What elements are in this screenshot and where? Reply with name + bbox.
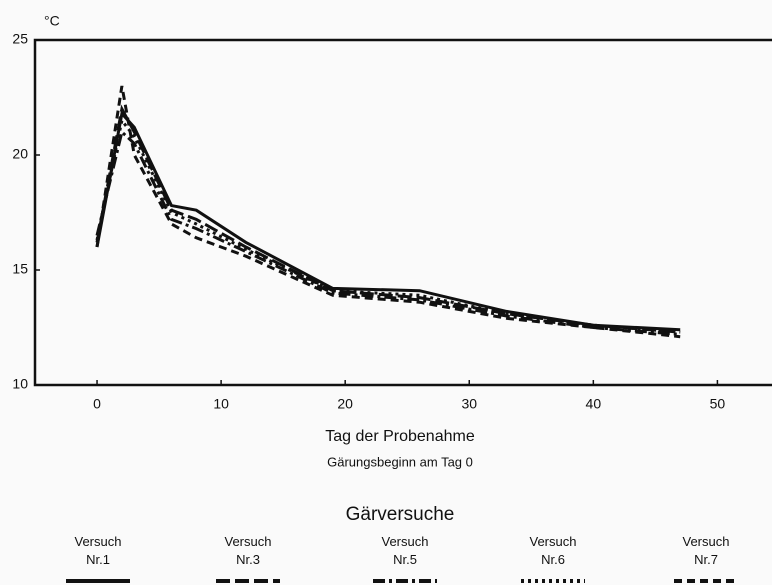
series-line	[95, 129, 681, 336]
series-line	[95, 110, 681, 332]
x-tick-label: 0	[93, 396, 101, 412]
x-tick-label: 10	[213, 396, 229, 412]
y-tick-label: 20	[12, 146, 28, 162]
legend-label: Versuch Nr.6	[529, 534, 577, 567]
y-tick-label: 10	[12, 376, 28, 392]
legend-title: Gärversuche	[346, 504, 455, 525]
x-tick-label: 50	[710, 396, 726, 412]
legend-label: Versuch Nr.7	[682, 534, 730, 567]
series-line	[95, 116, 681, 334]
x-axis-label: Tag der Probenahme	[325, 428, 475, 445]
y-axis-label: °C	[44, 13, 60, 29]
legend-label: Versuch Nr.1	[74, 534, 122, 567]
x-tick-label: 40	[586, 396, 602, 412]
y-tick-label: 25	[12, 31, 28, 47]
x-tick-label: 30	[461, 396, 477, 412]
legend-label: Versuch Nr.5	[381, 534, 429, 567]
x-tick-label: 20	[337, 396, 353, 412]
y-tick-label: 15	[12, 261, 28, 277]
series-line	[95, 85, 681, 339]
plot-frame	[33, 38, 772, 387]
legend-label: Versuch Nr.3	[224, 534, 272, 567]
subtitle: Gärungsbeginn am Tag 0	[327, 454, 473, 469]
